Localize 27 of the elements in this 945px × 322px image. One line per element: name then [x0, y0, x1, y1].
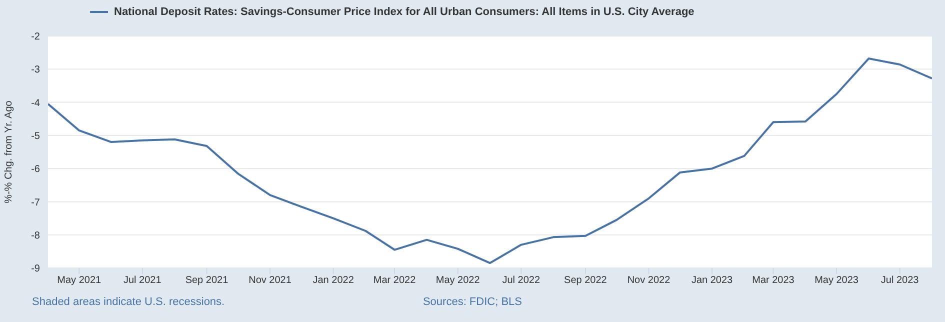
y-tick-label: -2	[31, 32, 40, 43]
y-tick-label: -7	[31, 197, 40, 208]
text: Shaded areas indicate U.S. recessions.	[32, 296, 225, 308]
x-tick-label: May 2022	[436, 275, 480, 286]
line-series	[48, 58, 932, 264]
y-tick-label: -4	[31, 98, 40, 109]
x-tick-label: Jan 2023	[691, 275, 734, 286]
x-tick-label: Mar 2023	[752, 275, 795, 286]
x-tick-label: May 2023	[814, 275, 859, 286]
x-tick-label: Sep 2022	[564, 275, 608, 286]
x-tick-label: Jan 2022	[312, 275, 354, 286]
x-tick-label: Nov 2021	[248, 275, 292, 286]
x-tick-label: Nov 2022	[627, 275, 671, 286]
x-tick-label: Jul 2022	[502, 275, 540, 286]
x-tick-label: Jul 2021	[124, 275, 162, 286]
x-tick-label: Jul 2023	[880, 275, 920, 286]
x-tick-label: Sep 2021	[185, 275, 229, 286]
x-tick-label: May 2021	[57, 275, 102, 286]
y-tick-label: -9	[31, 264, 40, 275]
y-tick-label: -8	[31, 230, 40, 242]
y-tick-label: -5	[31, 130, 40, 142]
y-tick-label: -3	[31, 64, 40, 76]
legend-label: National Deposit Rates: Savings-Consumer Price Index for All Urban Consumers: All Items in U.S. City Average	[114, 6, 694, 18]
source-note: Sources: FDIC; BLS	[422, 296, 522, 308]
y-tick-label: -6	[31, 164, 40, 176]
y-axis-title: %-% Chg. from Yr. Ago	[4, 100, 15, 204]
x-tick-label: Mar 2022	[373, 275, 416, 286]
